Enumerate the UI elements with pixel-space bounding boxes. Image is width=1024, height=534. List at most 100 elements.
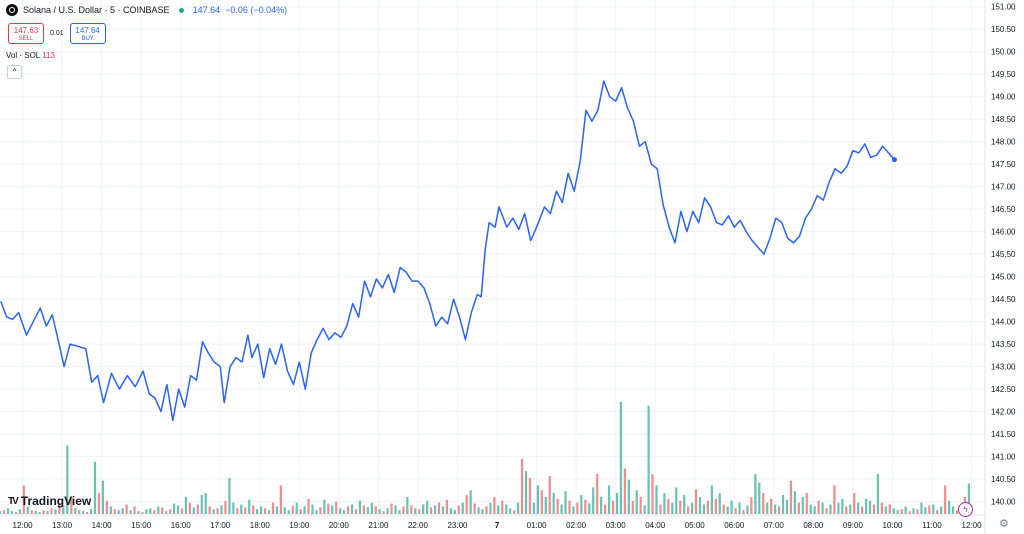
volume-bar xyxy=(93,461,97,514)
volume-bar xyxy=(904,506,907,514)
volume-value: 113 xyxy=(42,51,55,60)
volume-bar xyxy=(46,511,49,514)
volume-bar xyxy=(125,504,128,514)
volume-bar xyxy=(418,509,421,514)
volume-bar xyxy=(426,500,429,514)
volume-bar xyxy=(520,458,524,514)
volume-bar xyxy=(774,504,777,514)
volume-bar xyxy=(505,504,508,514)
volume-bar xyxy=(509,508,512,514)
volume-bar xyxy=(200,495,203,514)
volume-bar xyxy=(600,496,603,514)
volume-bar xyxy=(469,490,472,514)
volume-bar xyxy=(750,496,753,514)
volume-bar xyxy=(350,504,354,514)
x-tick-label: 22:00 xyxy=(408,521,429,530)
volume-bar xyxy=(54,509,57,514)
volume-bar xyxy=(172,503,176,514)
volume-bar xyxy=(849,504,852,514)
lightning-icon[interactable]: ϟ xyxy=(958,502,973,517)
y-tick-label: 147.00 xyxy=(991,183,1016,192)
volume-bar xyxy=(845,506,848,514)
last-price: 147.64 xyxy=(192,5,221,15)
volume-bar xyxy=(900,509,903,514)
volume-bar xyxy=(275,506,278,514)
volume-bar xyxy=(631,500,634,514)
volume-bar xyxy=(240,504,243,514)
volume-bar xyxy=(248,499,251,514)
volume-bar xyxy=(228,477,231,514)
volume-bar xyxy=(588,503,591,514)
y-tick-label: 143.50 xyxy=(991,340,1016,349)
buy-button[interactable]: 147.64 BUY xyxy=(69,23,106,44)
tradingview-logo[interactable]: TV TradingView xyxy=(8,494,91,508)
symbol-title[interactable]: Solana / U.S. Dollar · 5 · COINBASE xyxy=(23,5,170,15)
volume-bar xyxy=(497,505,500,514)
volume-bar xyxy=(38,512,41,514)
volume-bar xyxy=(627,479,630,514)
volume-bar xyxy=(267,510,271,514)
volume-bar xyxy=(758,482,761,514)
volume-bar xyxy=(323,499,326,514)
volume-bar xyxy=(659,504,662,514)
volume-bar xyxy=(698,496,702,514)
volume-bar xyxy=(580,495,583,514)
x-tick-label: 06:00 xyxy=(724,521,745,530)
gear-icon[interactable]: ⚙ xyxy=(999,518,1009,530)
volume-bar xyxy=(430,507,433,514)
volume-bar xyxy=(615,493,619,514)
market-open-dot-icon xyxy=(178,7,184,13)
volume-bar xyxy=(410,505,413,514)
volume-bar xyxy=(766,502,769,514)
volume-bar xyxy=(655,485,658,514)
volume-bar xyxy=(50,508,53,514)
volume-bar xyxy=(647,405,650,514)
x-tick-label: 05:00 xyxy=(685,521,706,530)
y-tick-label: 145.00 xyxy=(991,273,1016,282)
y-tick-label: 144.00 xyxy=(991,318,1016,327)
chevron-up-icon[interactable]: ^ xyxy=(7,65,22,79)
y-tick-label: 142.00 xyxy=(991,408,1016,417)
volume-bar xyxy=(857,502,860,514)
volume-bar xyxy=(671,502,674,514)
volume-bar xyxy=(722,504,725,514)
volume-bar xyxy=(576,502,579,514)
x-tick-label: 03:00 xyxy=(606,521,627,530)
volume-bar xyxy=(457,505,460,514)
volume-bar xyxy=(785,499,789,514)
volume-bar xyxy=(916,509,919,514)
x-tick-label: 10:00 xyxy=(882,521,903,530)
volume-bar xyxy=(821,502,824,514)
volume-bar xyxy=(445,499,449,514)
volume-bar xyxy=(343,510,346,514)
volume-legend[interactable]: Vol · SOL 113 xyxy=(6,51,55,60)
volume-bar xyxy=(801,496,804,514)
volume-bar xyxy=(714,498,717,514)
volume-bar xyxy=(224,500,227,514)
volume-bar xyxy=(370,502,373,514)
volume-bar xyxy=(896,510,899,514)
volume-bar xyxy=(165,511,168,514)
volume-bar xyxy=(639,496,642,514)
volume-bar xyxy=(176,505,180,514)
x-tick-label: 13:00 xyxy=(52,521,73,530)
volume-bar xyxy=(105,500,108,514)
y-tick-label: 148.50 xyxy=(991,115,1016,124)
volume-bar xyxy=(26,506,29,514)
volume-bar xyxy=(220,505,223,514)
volume-bar xyxy=(734,508,737,514)
volume-bar xyxy=(868,500,872,514)
volume-bar xyxy=(888,504,891,514)
volume-bar xyxy=(22,485,25,514)
volume-bar xyxy=(414,508,417,514)
x-tick-label: 20:00 xyxy=(329,521,350,530)
volume-bar xyxy=(283,507,286,514)
volume-bar xyxy=(406,496,409,514)
volume-bar xyxy=(461,502,464,514)
x-tick-label: 07:00 xyxy=(764,521,785,530)
sell-button[interactable]: 147.63 SELL xyxy=(8,23,44,44)
x-tick-label: 15:00 xyxy=(131,521,152,530)
x-tick-label: 19:00 xyxy=(289,521,310,530)
volume-bar xyxy=(619,401,623,514)
